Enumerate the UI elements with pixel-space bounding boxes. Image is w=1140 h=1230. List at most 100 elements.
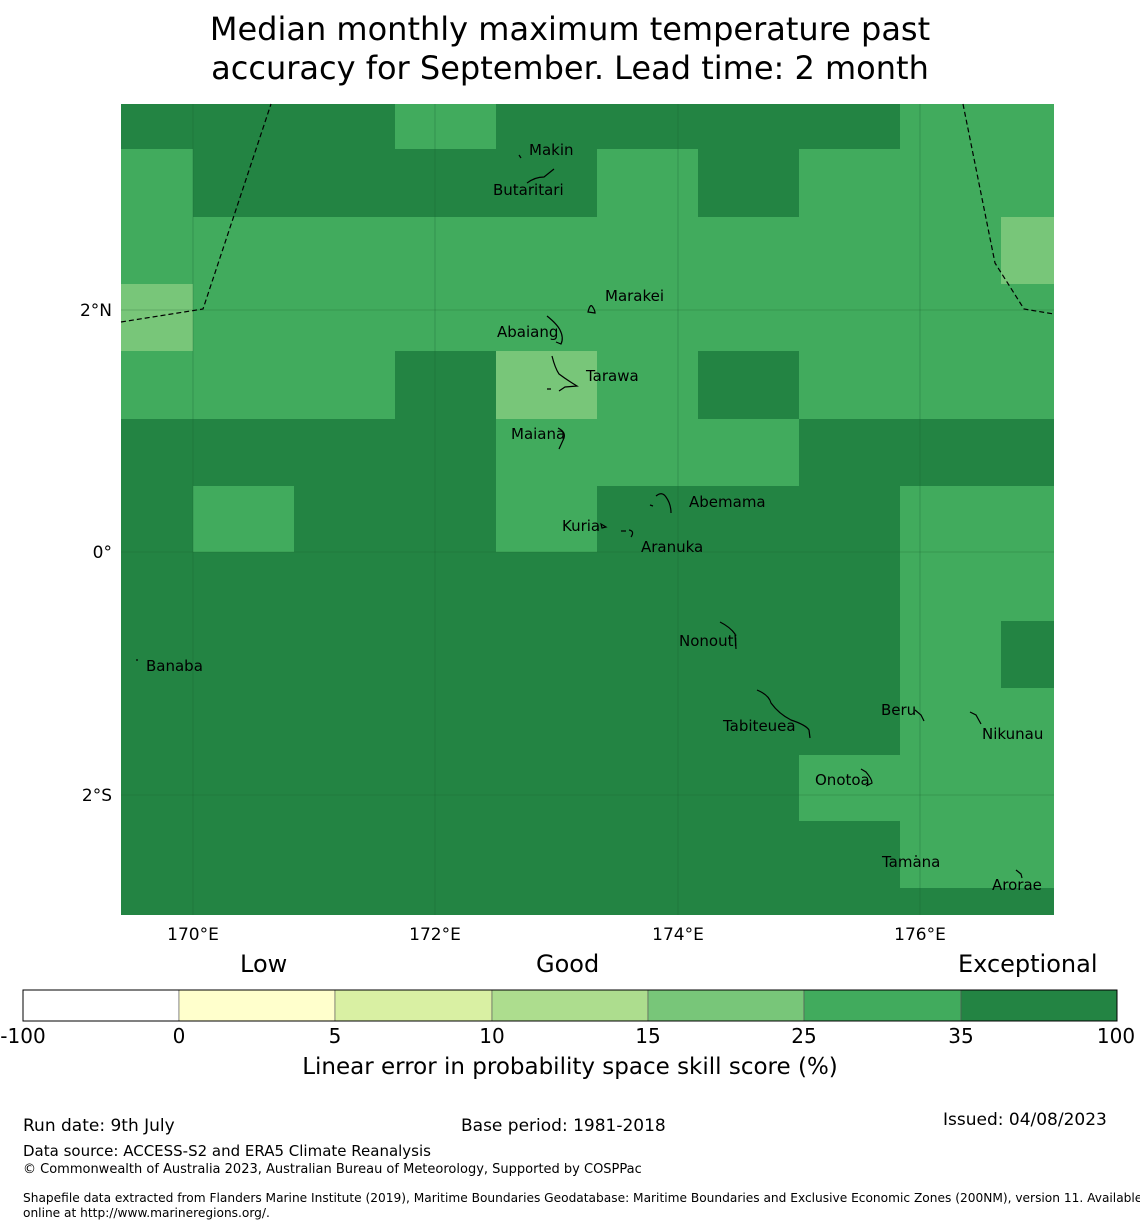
skill-cell <box>900 621 1001 688</box>
skill-cell <box>294 755 395 821</box>
skill-map: Makin Butaritari Marakei Abaiang Tarawa … <box>80 103 1055 945</box>
skill-cell <box>597 149 698 217</box>
label-nonouti: Nonouti <box>679 632 738 650</box>
colorbar-segment <box>334 989 493 1022</box>
label-maiana: Maiana <box>511 425 565 443</box>
skill-cell <box>597 621 698 688</box>
skill-cell <box>121 821 193 888</box>
label-tamana: Tamana <box>881 853 940 871</box>
skill-cell <box>597 888 698 915</box>
label-marakei: Marakei <box>605 287 664 305</box>
skill-cell <box>294 149 395 217</box>
skill-cell <box>496 755 597 821</box>
skill-cell <box>395 419 496 486</box>
skill-cell <box>1001 149 1054 217</box>
colorbar-segment <box>178 989 336 1022</box>
skill-cell <box>294 888 395 915</box>
skill-cell <box>698 888 799 915</box>
label-tarawa: Tarawa <box>585 367 639 385</box>
nikunau-outline <box>969 711 982 725</box>
skill-cells <box>121 104 1054 915</box>
base-period: Base period: 1981-2018 <box>461 1116 666 1136</box>
skill-cell <box>698 621 799 688</box>
skill-cell <box>900 755 1001 821</box>
skill-cell <box>193 104 294 149</box>
skill-cell <box>294 104 395 149</box>
colorbar-segment <box>803 989 962 1022</box>
skill-cell <box>294 821 395 888</box>
x-tick-176e: 176°E <box>894 925 946 945</box>
colorbar-category-good: Good <box>536 950 600 978</box>
skill-cell <box>193 688 294 755</box>
skill-cell <box>395 621 496 688</box>
skill-cell <box>193 552 294 621</box>
skill-cell <box>193 149 294 217</box>
skill-cell <box>193 284 294 351</box>
skill-cell <box>799 888 900 915</box>
skill-cell <box>121 351 193 419</box>
tabiteuea-outline <box>756 689 811 739</box>
skill-cell <box>395 888 496 915</box>
skill-cell <box>597 688 698 755</box>
skill-cell <box>121 149 193 217</box>
skill-cell <box>799 688 900 755</box>
colorbar-tick: 10 <box>479 1024 505 1048</box>
skill-cell <box>1001 821 1054 888</box>
colorbar <box>22 989 1118 1022</box>
skill-cell <box>698 688 799 755</box>
skill-cell <box>121 217 193 284</box>
skill-cell <box>1001 888 1054 915</box>
eez-boundary <box>120 103 1055 323</box>
colorbar-segment <box>22 989 180 1022</box>
kuria-outline <box>600 522 608 529</box>
skill-cell <box>698 419 799 486</box>
skill-cell <box>121 104 193 149</box>
skill-cell <box>121 552 193 621</box>
skill-cell <box>698 486 799 552</box>
skill-cell <box>395 755 496 821</box>
skill-cell <box>597 419 698 486</box>
skill-cell <box>496 149 597 217</box>
skill-cell <box>698 217 799 284</box>
skill-cell <box>900 486 1001 552</box>
skill-cell <box>294 351 395 419</box>
skill-cell <box>597 552 698 621</box>
colorbar-title: Linear error in probability space skill … <box>302 1054 838 1080</box>
arorae-outline <box>1015 869 1023 879</box>
tarawa-outline <box>547 355 579 392</box>
skill-cell <box>900 688 1001 755</box>
label-abaiang: Abaiang <box>497 323 558 341</box>
skill-cell <box>799 104 900 149</box>
skill-cell <box>496 217 597 284</box>
x-axis-ticks: 170°E 172°E 174°E 176°E <box>167 925 946 945</box>
skill-cell <box>799 419 900 486</box>
skill-cell <box>698 351 799 419</box>
skill-cell <box>193 486 294 552</box>
skill-cell <box>193 755 294 821</box>
label-kuria: Kuria <box>562 517 600 535</box>
skill-cell <box>395 486 496 552</box>
title-line-1: Median monthly maximum temperature past <box>209 10 931 48</box>
skill-cell <box>799 149 900 217</box>
label-beru: Beru <box>881 701 916 719</box>
skill-cell <box>1001 552 1054 621</box>
label-makin: Makin <box>529 141 574 159</box>
label-banaba: Banaba <box>146 657 203 675</box>
skill-cell <box>900 419 1001 486</box>
skill-cell <box>121 755 193 821</box>
shapefile-credit-line-1: Shapefile data extracted from Flanders M… <box>23 1191 1140 1205</box>
skill-cell <box>395 104 496 149</box>
skill-cell <box>121 621 193 688</box>
map-title: Median monthly maximum temperature past … <box>0 10 1140 88</box>
skill-cell <box>597 217 698 284</box>
skill-cell <box>900 888 1001 915</box>
title-line-2: accuracy for September. Lead time: 2 mon… <box>211 49 929 87</box>
skill-cell <box>121 888 193 915</box>
skill-cell <box>496 104 597 149</box>
island-outlines <box>136 154 1023 879</box>
skill-cell <box>294 284 395 351</box>
label-abemama: Abemama <box>689 493 766 511</box>
copyright: © Commonwealth of Australia 2023, Austra… <box>23 1162 642 1177</box>
y-tick-0: 0° <box>93 543 112 563</box>
colorbar-tick: -100 <box>0 1024 46 1048</box>
